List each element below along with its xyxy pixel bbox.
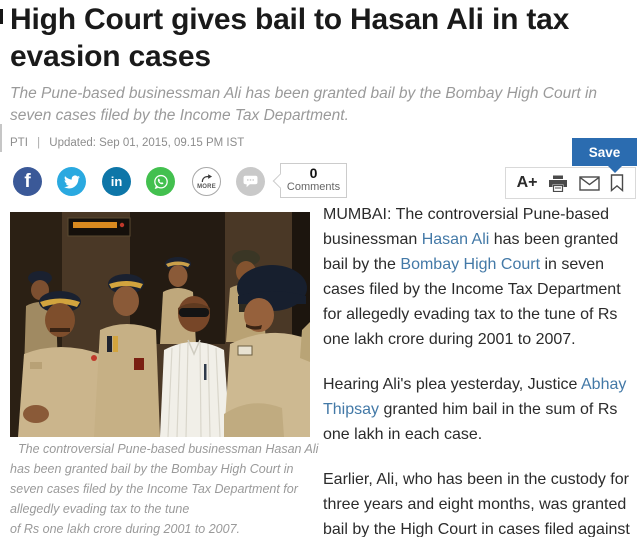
article-byline: PTI | Updated: Sep 01, 2015, 09.15 PM IS… (10, 137, 244, 149)
comments-count-button[interactable]: 0 Comments (280, 163, 347, 198)
caption-line: allegedly evading tax to the tune (10, 502, 190, 516)
facebook-icon: f (24, 171, 31, 192)
more-share-button[interactable]: MORE (192, 167, 221, 196)
inline-link[interactable]: Bombay High Court (400, 256, 541, 273)
center-officer (94, 274, 160, 437)
save-label: Save (588, 144, 621, 160)
article-paragraph: MUMBAI: The controversial Pune-based bus… (323, 202, 640, 352)
comments-label: Comments (286, 181, 341, 193)
twitter-icon (63, 174, 80, 189)
paragraph-text: has been granted bail by the (323, 231, 619, 273)
comment-bubble-icon (243, 175, 258, 188)
email-icon (579, 175, 600, 191)
article-paragraph: Earlier, Ali, who has been in the custod… (323, 467, 640, 537)
comments-count: 0 (309, 165, 318, 181)
paragraph-text: Earlier, Ali, who has been in the custod… (323, 471, 630, 537)
article-paragraph: Hearing Ali's plea yesterday, Justice Ab… (323, 372, 640, 447)
article-headline: High Court gives bail to Hasan Ali in ta… (10, 3, 570, 73)
left-officer (18, 291, 104, 437)
share-arrow-icon (201, 173, 212, 182)
caption-line: has been granted bail by the Bombay High… (10, 462, 294, 476)
twitter-share-button[interactable] (57, 167, 86, 196)
facebook-share-button[interactable]: f (13, 167, 42, 196)
print-button[interactable] (548, 175, 568, 192)
byline-separator: | (37, 137, 41, 149)
paragraph-text: granted him bail in the sum of Rs one la… (323, 401, 618, 443)
paragraph-text: in seven cases filed by the Income Tax D… (323, 256, 621, 348)
whatsapp-share-button[interactable] (146, 167, 175, 196)
font-size-button[interactable]: A+ (516, 174, 538, 191)
email-button[interactable] (579, 175, 600, 191)
caption-line: seven cases filed by the Income Tax Depa… (10, 482, 298, 496)
photo-caption: The controversial Pune-based businessman… (10, 439, 319, 537)
inline-link[interactable]: Hasan Ali (421, 231, 490, 248)
article-photo (10, 212, 310, 438)
more-label: MORE (197, 183, 216, 190)
whatsapp-icon (153, 174, 168, 189)
edge-artifact (0, 9, 3, 24)
hasan-ali-figure (160, 296, 230, 438)
byline-source: PTI (10, 137, 28, 149)
linkedin-share-button[interactable]: in (102, 167, 131, 196)
bookmark-icon (611, 174, 624, 192)
paragraph-text: MUMBAI: The controversial Pune-based bus… (323, 206, 610, 248)
bookmark-button[interactable] (610, 174, 624, 192)
hasan-ali-photo-illustration (10, 212, 310, 438)
edge-artifact (0, 124, 2, 152)
save-button[interactable]: Save (572, 138, 637, 173)
linkedin-icon: in (110, 174, 123, 189)
inline-link[interactable]: Abhay Thipsay (323, 376, 627, 418)
paragraph-text: Hearing Ali's plea yesterday, Justice (323, 376, 581, 393)
comments-bubble-button[interactable] (236, 167, 265, 196)
print-icon (549, 175, 568, 192)
caption-line: The controversial Pune-based businessman… (18, 442, 319, 456)
right-foreground-officer (224, 265, 310, 437)
caption-line: of Rs one lakh crore during 2001 to 2007… (10, 522, 241, 536)
article-body: MUMBAI: The controversial Pune-based bus… (323, 202, 640, 537)
byline-updated: Updated: Sep 01, 2015, 09.15 PM IST (49, 137, 245, 149)
article-subtitle: The Pune-based businessman Ali has been … (10, 85, 598, 124)
